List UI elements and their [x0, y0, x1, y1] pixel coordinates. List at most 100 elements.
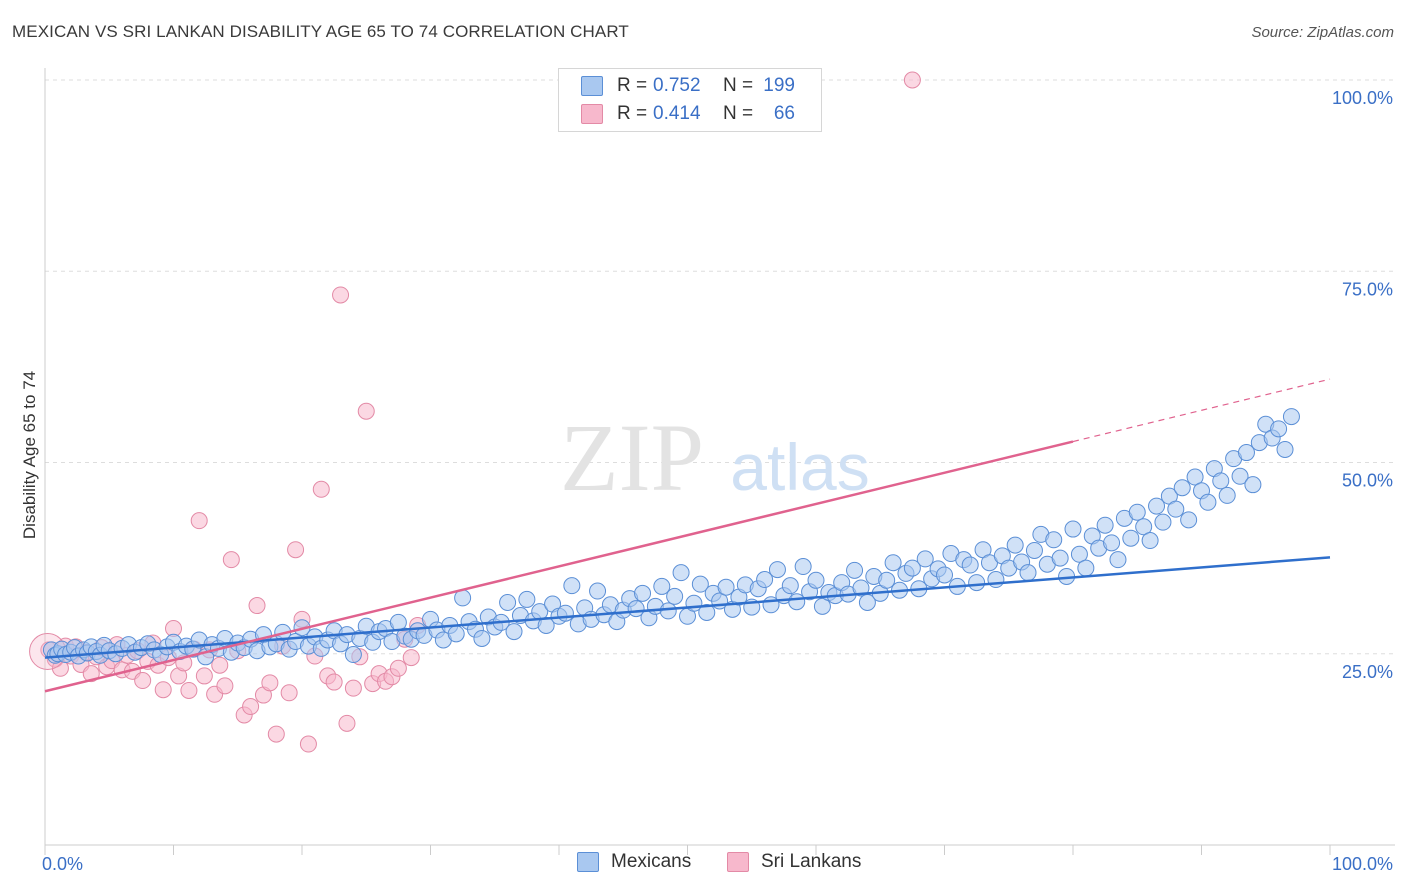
trend-line-mexicans	[44, 556, 1331, 659]
data-point-sri-lankans	[402, 649, 420, 667]
data-point-sri-lankans	[195, 667, 213, 685]
data-point-sri-lankans	[222, 551, 240, 569]
data-point-mexicans	[1109, 551, 1127, 569]
data-point-mexicans	[878, 571, 896, 589]
data-point-mexicans	[1199, 493, 1217, 511]
data-point-mexicans	[846, 561, 864, 579]
y-tick-label: 50.0%	[1342, 471, 1393, 491]
y-axis-label: Disability Age 65 to 74	[20, 370, 39, 540]
data-point-mexicans	[505, 623, 523, 641]
data-point-mexicans	[807, 571, 825, 589]
data-point-mexicans	[1148, 497, 1166, 515]
legend-swatch-sri-lankans	[727, 852, 749, 872]
correlation-legend: R = 0.752 N = 199 R = 0.414 N = 66	[558, 68, 822, 132]
data-point-sri-lankans	[267, 725, 285, 743]
legend-label-sri-lankans: Sri Lankans	[761, 851, 862, 872]
data-point-mexicans	[756, 571, 774, 589]
data-point-mexicans	[1051, 549, 1069, 567]
data-point-sri-lankans	[357, 402, 375, 420]
data-point-mexicans	[344, 646, 362, 664]
data-point-mexicans	[556, 604, 574, 622]
data-point-mexicans	[987, 571, 1005, 589]
data-point-mexicans	[653, 577, 671, 595]
data-point-mexicans	[1122, 529, 1140, 547]
data-point-sri-lankans	[216, 677, 234, 695]
data-point-mexicans	[1070, 545, 1088, 563]
data-point-mexicans	[634, 584, 652, 602]
data-point-sri-lankans	[248, 597, 266, 615]
legend-n-label: N =	[723, 75, 754, 96]
data-point-mexicans	[1218, 486, 1236, 504]
data-point-mexicans	[1244, 476, 1262, 494]
data-point-sri-lankans	[180, 681, 198, 699]
y-tick-label: 100.0%	[1332, 88, 1393, 108]
data-point-mexicans	[1064, 520, 1082, 538]
data-point-mexicans	[1276, 440, 1294, 458]
data-point-sri-lankans	[344, 679, 362, 697]
data-point-sri-lankans	[299, 735, 317, 753]
legend-row-mexicans: R = 0.752 N = 199	[581, 74, 795, 98]
data-point-mexicans	[1180, 511, 1198, 529]
data-point-mexicans	[518, 590, 536, 608]
data-point-mexicans	[563, 577, 581, 595]
data-point-sri-lankans	[154, 681, 172, 699]
source-label: Source: ZipAtlas.com	[1251, 24, 1394, 41]
data-point-mexicans	[961, 556, 979, 574]
data-point-sri-lankans	[134, 672, 152, 690]
legend-r-label: R =	[617, 103, 648, 124]
data-point-mexicans	[1154, 513, 1172, 531]
legend-swatch-mexicans	[581, 76, 603, 96]
data-point-mexicans	[1186, 468, 1204, 486]
watermark-atlas: atlas	[730, 430, 869, 504]
data-point-sri-lankans	[82, 665, 100, 683]
data-point-mexicans	[1025, 541, 1043, 559]
data-point-mexicans	[1128, 503, 1146, 521]
data-point-mexicans	[698, 603, 716, 621]
data-point-mexicans	[936, 566, 953, 584]
x-tick-label: 100.0%	[1332, 854, 1393, 874]
data-point-mexicans	[1173, 479, 1191, 497]
data-point-mexicans	[1237, 444, 1255, 462]
data-point-mexicans	[1167, 500, 1185, 518]
series-legend-sri-lankans[interactable]: Sri Lankans	[727, 851, 861, 873]
data-point-sri-lankans	[280, 684, 298, 702]
legend-n-value: 199	[763, 75, 795, 96]
legend-r-value: 0.752	[653, 75, 701, 96]
data-point-mexicans	[589, 582, 607, 600]
data-point-mexicans	[473, 629, 491, 647]
data-point-mexicans	[1103, 534, 1121, 552]
data-point-mexicans	[1270, 420, 1288, 438]
data-point-mexicans	[916, 550, 934, 568]
data-point-mexicans	[903, 559, 921, 577]
data-point-mexicans	[968, 574, 986, 592]
trend-lines	[44, 378, 1331, 693]
y-tick-label: 25.0%	[1342, 662, 1393, 682]
data-point-mexicans	[1077, 559, 1095, 577]
data-point-mexicans	[1006, 536, 1024, 554]
data-point-mexicans	[1231, 467, 1249, 485]
data-point-mexicans	[781, 577, 799, 595]
trend-line-sri-lankans-extrapolated	[1072, 378, 1331, 443]
watermark: ZIP atlas	[560, 404, 870, 511]
legend-row-sri-lankans: R = 0.414 N = 66	[581, 102, 795, 126]
data-point-mexicans	[768, 561, 786, 579]
legend-r-value: 0.414	[653, 103, 701, 124]
data-point-mexicans	[672, 564, 690, 582]
data-point-mexicans	[659, 602, 677, 620]
data-point-mexicans	[1212, 472, 1230, 490]
data-point-sri-lankans	[242, 698, 260, 716]
data-point-sri-lankans	[903, 71, 921, 89]
data-point-sri-lankans	[211, 656, 229, 674]
data-point-sri-lankans	[332, 286, 350, 304]
data-point-mexicans	[1282, 408, 1300, 426]
data-point-sri-lankans	[325, 673, 343, 691]
y-tick-label: 75.0%	[1342, 279, 1393, 299]
series-legend-mexicans[interactable]: Mexicans	[577, 851, 691, 873]
data-point-mexicans	[717, 578, 735, 596]
legend-swatch-sri-lankans	[581, 104, 603, 124]
mexicans-points	[42, 408, 1300, 666]
data-point-mexicans	[1019, 564, 1037, 582]
data-point-mexicans	[666, 587, 684, 605]
data-point-mexicans	[794, 558, 812, 576]
